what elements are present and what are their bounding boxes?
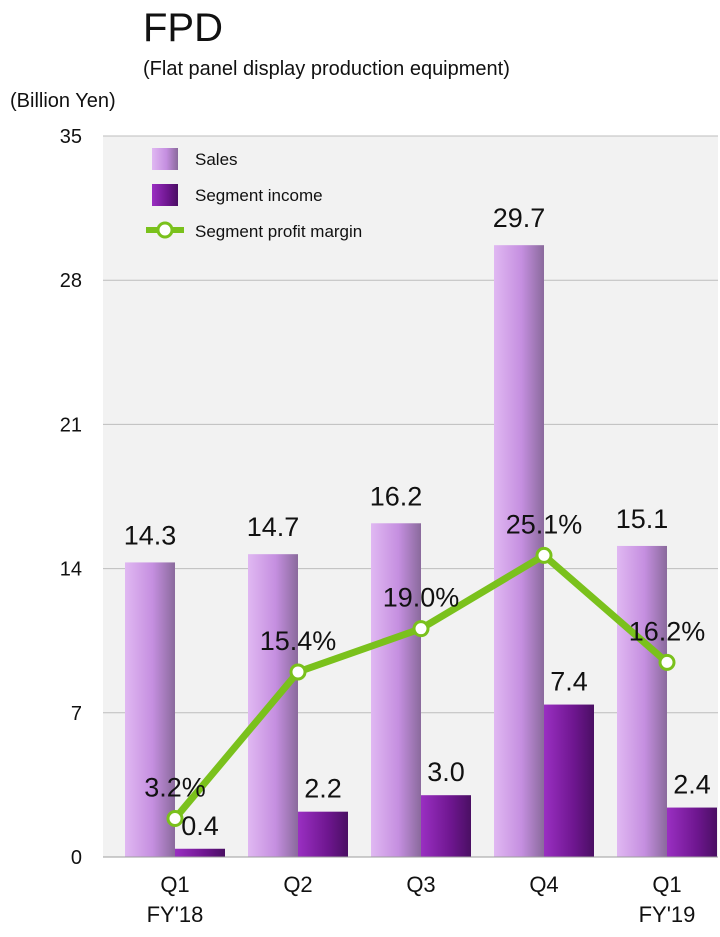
margin-data-label: 15.4%: [260, 626, 337, 656]
bar-segment-income: [175, 848, 225, 857]
sales-data-label: 14.7: [247, 512, 300, 542]
y-axis-unit: (Billion Yen): [10, 90, 116, 112]
margin-data-label: 25.1%: [506, 509, 583, 539]
y-tick-label: 7: [71, 703, 82, 725]
margin-data-label: 3.2%: [144, 773, 206, 803]
bar-sales: [371, 523, 421, 857]
margin-point: [166, 810, 184, 828]
income-data-label: 2.2: [304, 774, 342, 804]
x-category-label: Q1: [652, 872, 681, 897]
y-tick-label: 14: [60, 559, 82, 581]
margin-point: [289, 663, 307, 681]
x-category-label: Q2: [283, 872, 312, 897]
bar-segment-income: [667, 807, 717, 857]
income-data-label: 7.4: [550, 667, 588, 697]
margin-data-label: 16.2%: [629, 616, 706, 646]
bar-segment-income: [298, 811, 348, 857]
x-category-label: Q3: [406, 872, 435, 897]
legend-label-income: Segment income: [195, 186, 323, 205]
bar-sales: [617, 545, 667, 857]
sales-data-label: 15.1: [616, 504, 669, 534]
x-category-label: FY'19: [639, 902, 696, 927]
legend-swatch-income: [152, 184, 178, 206]
margin-point: [535, 546, 553, 564]
legend-label-margin: Segment profit margin: [195, 222, 362, 241]
y-tick-label: 28: [60, 270, 82, 292]
bar-segment-income: [421, 795, 471, 857]
legend-label-sales: Sales: [195, 150, 238, 169]
sales-data-label: 14.3: [124, 520, 177, 550]
income-data-label: 3.0: [427, 757, 465, 787]
margin-point: [412, 620, 430, 638]
margin-data-label: 19.0%: [383, 583, 460, 613]
x-category-label: Q1: [160, 872, 189, 897]
y-tick-label: 35: [60, 126, 82, 148]
sales-data-label: 16.2: [370, 481, 423, 511]
x-category-label: FY'18: [147, 902, 204, 927]
legend-swatch-margin-marker: [156, 221, 174, 239]
chart-subtitle: (Flat panel display production equipment…: [143, 58, 510, 80]
bar-segment-income: [544, 704, 594, 857]
x-category-label: Q4: [529, 872, 558, 897]
bar-sales: [125, 562, 175, 857]
margin-point: [658, 653, 676, 671]
bar-sales: [494, 245, 544, 857]
income-data-label: 0.4: [181, 811, 219, 841]
legend-swatch-sales: [152, 148, 178, 170]
income-data-label: 2.4: [673, 770, 711, 800]
y-tick-label: 0: [71, 847, 82, 869]
y-tick-label: 21: [60, 414, 82, 436]
sales-data-label: 29.7: [493, 203, 546, 233]
chart-title: FPD: [143, 6, 223, 50]
